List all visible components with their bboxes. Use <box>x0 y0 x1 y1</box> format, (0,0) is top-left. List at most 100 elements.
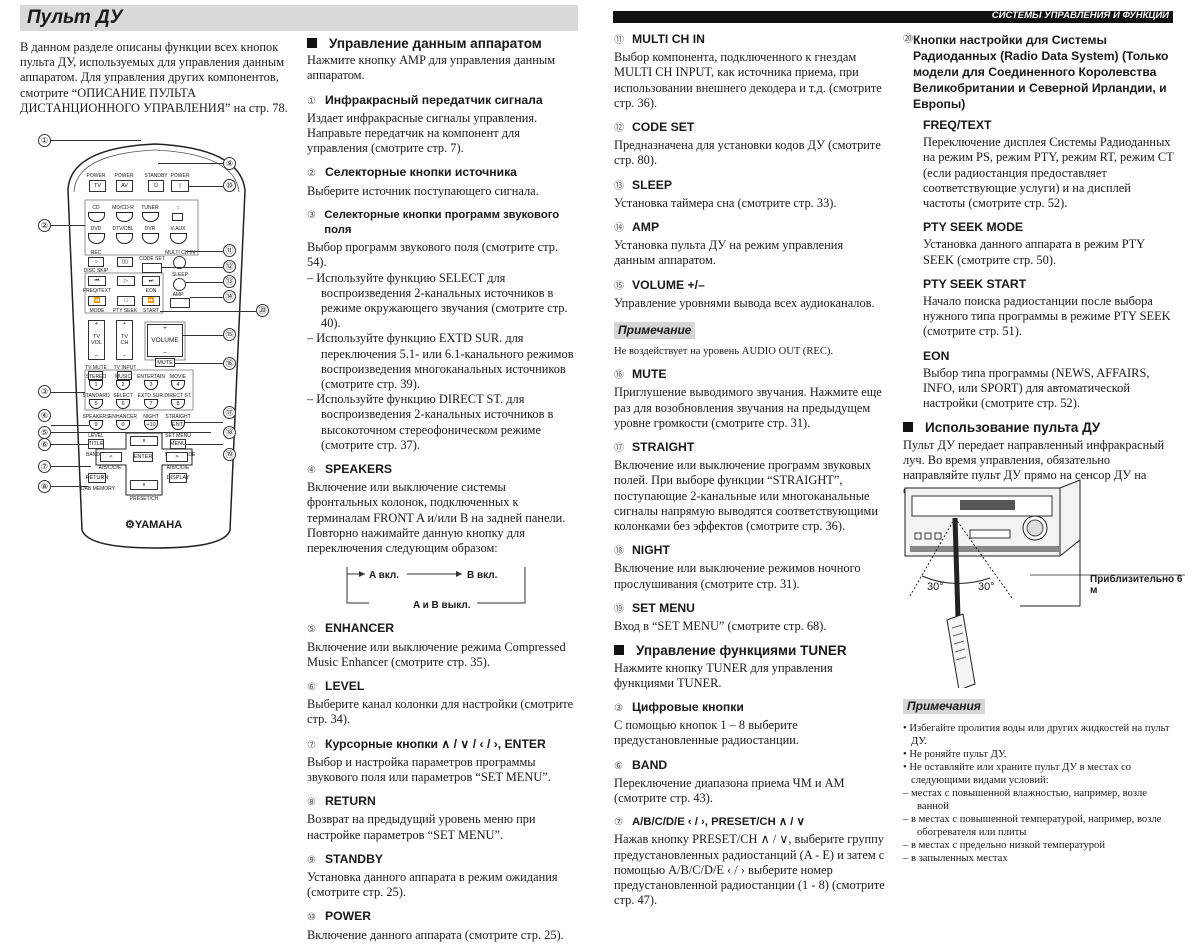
callout-9: ⑨ <box>223 157 236 170</box>
num-1-button[interactable]: 1 <box>89 380 103 390</box>
bullet: – Используйте функцию DIRECT ST. для вос… <box>307 392 554 452</box>
power-tv-button[interactable]: TV <box>89 180 106 192</box>
callout-20: ⑳ <box>256 304 269 317</box>
num-7-button[interactable]: 7 <box>144 399 158 409</box>
item-text: Выбор компонента, подключенного к гнезда… <box>614 50 882 110</box>
tv-vol-rocker[interactable]: + TV VOL – <box>88 320 105 360</box>
display-button[interactable]: DISPLAY <box>166 473 190 483</box>
right-page-column-2: ⑳ Кнопки настройки для Системы Радиоданны… <box>903 32 1175 507</box>
num-3-button[interactable]: 3 <box>144 380 158 390</box>
num-5-button[interactable]: 5 <box>89 399 103 409</box>
item-heading: STRAIGHT <box>632 440 695 455</box>
num-0-button[interactable]: 0 <box>116 420 130 430</box>
item-heading: PTY SEEK START <box>923 276 1027 291</box>
dvr-button[interactable] <box>142 233 159 244</box>
title-button[interactable]: TITLE <box>88 439 104 449</box>
callout-14: ⑭ <box>223 290 236 303</box>
tv-ch-rocker[interactable]: + TV CH – <box>116 320 133 360</box>
rec-button[interactable]: ○ <box>88 257 104 267</box>
sleep-button[interactable] <box>173 278 186 291</box>
item-heading: CODE SET <box>632 120 695 135</box>
dvd-label: DVD <box>90 226 102 232</box>
tv-input-button[interactable] <box>117 371 132 380</box>
distance-label: Приблизительно 6 м <box>1090 574 1183 596</box>
fast-forward-button[interactable]: ⏩ <box>142 296 160 306</box>
volume-rocker[interactable]: + VOLUME – <box>147 324 183 357</box>
cursor-left-button[interactable]: < <box>100 452 122 462</box>
stop-button[interactable]: □ <box>117 296 135 306</box>
power-tv-label: POWER <box>86 173 106 179</box>
cursor-right-button[interactable]: > <box>166 452 188 462</box>
set-menu-label: SET MENU <box>165 433 191 439</box>
ab-off-label: A и B выкл. <box>413 600 471 612</box>
callout-18: ⑱ <box>223 426 236 439</box>
amp-button[interactable] <box>170 298 190 308</box>
multi-ch-in-label: MULTI CH IN <box>165 250 195 256</box>
num-9-button[interactable]: 9 <box>89 420 103 430</box>
disc-skip-label: DISC SKIP <box>83 268 109 274</box>
notes-label: Примечания <box>903 699 985 714</box>
power-button[interactable]: | <box>171 180 189 192</box>
volume-label: VOLUME <box>151 337 179 344</box>
enter-button[interactable]: ENTER <box>133 452 153 462</box>
mute-button[interactable]: MUTE <box>155 358 175 367</box>
item-text: Установка таймера сна (смотрите стр. 33)… <box>614 195 837 210</box>
standard-label: STANDARD <box>82 393 110 399</box>
play-button[interactable]: ▷ <box>117 276 135 286</box>
dtv-button[interactable] <box>116 233 133 244</box>
plus-10-button[interactable]: +10 <box>144 420 158 430</box>
item-heading: MUTE <box>632 367 667 382</box>
direct-st-label: DIRECT ST. <box>164 393 192 399</box>
num-6-button[interactable]: 6 <box>116 399 130 409</box>
standby-icon: ⏻ <box>153 182 159 189</box>
skip-back-button[interactable]: ⏮ <box>88 276 106 286</box>
item-text: Переключение дисплея Системы Радиоданных… <box>923 135 1174 211</box>
tv-mute-label: TV MUTE <box>85 365 107 371</box>
skip-forward-button[interactable]: ⏭ <box>142 276 160 286</box>
tv-mute-button[interactable] <box>88 371 103 380</box>
num-8-button[interactable]: 8 <box>171 399 185 409</box>
return-button[interactable]: RETURN <box>85 473 109 483</box>
sleep-label: SLEEP <box>171 272 189 278</box>
preset-ch-label: PRESET/CH <box>129 496 159 502</box>
item-text: Выбор программ звукового поля (смотрите … <box>307 240 558 270</box>
dvd-button[interactable] <box>88 233 105 244</box>
note-label: Примечание <box>614 322 696 340</box>
mode-label: MODE <box>89 308 105 314</box>
menu-button[interactable]: MENU <box>169 439 187 449</box>
callout-1: ① <box>38 134 51 147</box>
extd-sur-label: EXTD SUR. <box>137 393 165 399</box>
callout-2: ② <box>38 219 51 232</box>
callout-19: ⑲ <box>223 448 236 461</box>
code-set-button[interactable] <box>142 263 162 273</box>
standby-button[interactable]: ⏻ <box>148 180 164 192</box>
item-heading: ⑩ POWER <box>307 909 372 924</box>
item-text: Выбор типа программы (NEWS, AFFAIRS, INF… <box>923 365 1150 411</box>
cursor-down-button[interactable]: ∨ <box>130 480 158 490</box>
num-4-button[interactable]: 4 <box>171 380 185 390</box>
num-2-button[interactable]: 2 <box>116 380 130 390</box>
callout-7: ⑦ <box>38 460 51 473</box>
cursor-up-button[interactable]: ∧ <box>130 436 158 446</box>
entertain-label: ENTERTAIN <box>137 374 165 380</box>
md-cdr-button[interactable] <box>116 212 133 222</box>
cd-button[interactable] <box>88 212 105 222</box>
abcde-left-label: A/B/C/D/E <box>98 465 122 471</box>
rewind-button[interactable]: ⏪ <box>88 296 106 306</box>
power-av-button[interactable]: AV <box>116 180 133 192</box>
remote-range-diagram: 30° 30° Приблизительно 6 м <box>900 478 1190 688</box>
item-text: Включение или выключение режима Compress… <box>307 639 566 669</box>
callout-4: ④ <box>38 409 51 422</box>
code-set-label: CODE SET <box>139 256 165 262</box>
multi-ch-in-button[interactable] <box>173 256 186 269</box>
item-heading: ① Инфракрасный передатчик сигнала <box>307 92 543 107</box>
enhancer-label: ENHANCER <box>108 414 138 420</box>
tuner-button[interactable] <box>142 212 159 222</box>
tuner-label: TUNER <box>141 205 159 211</box>
star-button[interactable] <box>172 213 183 221</box>
ent-button[interactable]: ENT. <box>171 420 185 430</box>
item-text: Выбор и настройка параметров программы з… <box>307 754 551 784</box>
vaux-button[interactable] <box>170 233 187 244</box>
pause-button[interactable]: ▯▯ <box>117 257 133 267</box>
page-title-bar: Пульт ДУ <box>20 5 578 31</box>
